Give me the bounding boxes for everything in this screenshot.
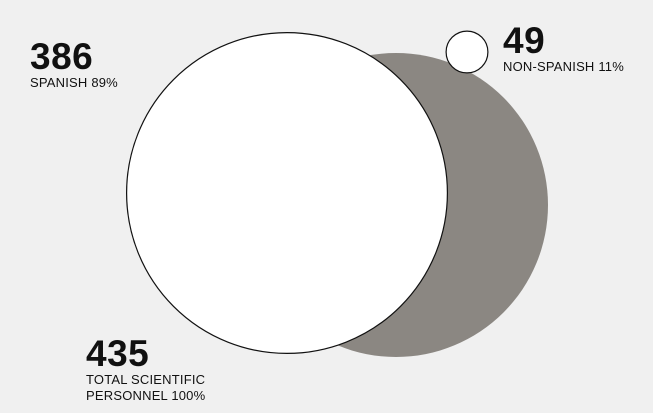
caption-non-spanish: NON-SPANISH 11% <box>503 59 624 74</box>
bubble-non-spanish <box>445 30 489 74</box>
bubble-spanish <box>126 32 448 354</box>
value-non-spanish: 49 <box>503 20 546 61</box>
label-total: 435 TOTAL SCIENTIFIC PERSONNEL 100% <box>86 335 256 404</box>
value-spanish: 386 <box>30 36 94 77</box>
caption-total: TOTAL SCIENTIFIC PERSONNEL 100% <box>86 372 206 403</box>
label-non-spanish: 49 NON-SPANISH 11% <box>503 22 624 75</box>
value-total: 435 <box>86 333 150 374</box>
caption-spanish: SPANISH 89% <box>30 75 118 90</box>
label-spanish: 386 SPANISH 89% <box>30 38 118 91</box>
